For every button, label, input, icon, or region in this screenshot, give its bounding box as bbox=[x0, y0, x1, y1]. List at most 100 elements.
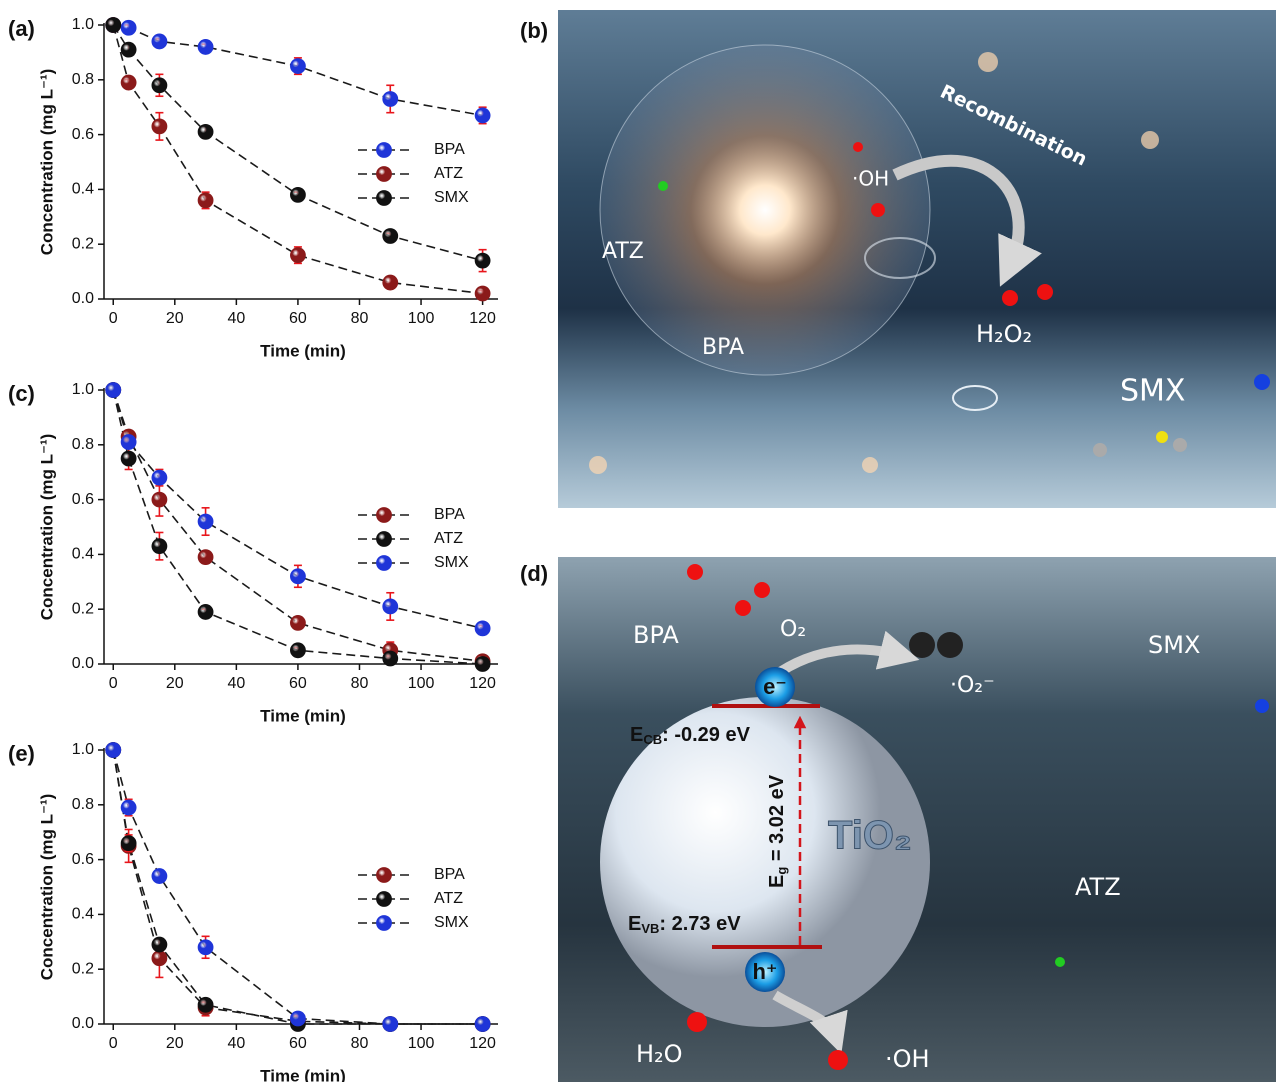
atom bbox=[687, 564, 703, 580]
label-tio2: TiO₂ bbox=[828, 814, 912, 858]
data-point bbox=[383, 228, 398, 243]
data-point bbox=[106, 743, 121, 758]
series-line bbox=[113, 750, 482, 1024]
atom bbox=[735, 600, 751, 616]
y-tick-label: 0.4 bbox=[72, 546, 94, 563]
x-tick-label: 80 bbox=[351, 310, 369, 327]
series-line bbox=[113, 750, 482, 1024]
y-tick-label: 0.2 bbox=[72, 235, 94, 252]
panel-label: (c) bbox=[8, 381, 35, 406]
x-tick-label: 60 bbox=[289, 675, 307, 692]
y-tick-label: 0.4 bbox=[72, 181, 94, 198]
label-atz: ATZ bbox=[602, 239, 644, 264]
figure: (b) ATZ ·OH Recombination H₂O₂ BPA SMX (… bbox=[0, 0, 1276, 1082]
legend-label: ATZ bbox=[434, 530, 463, 547]
data-point bbox=[121, 836, 136, 851]
x-tick-label: 40 bbox=[227, 675, 245, 692]
x-tick-label: 100 bbox=[408, 310, 435, 327]
data-point bbox=[152, 78, 167, 93]
light bbox=[589, 456, 607, 474]
atom bbox=[1055, 957, 1065, 967]
charts: (a) 0.0 0.2 0.4 0.6 0.8 1.0 0 20 40 60 80 100 120 Time… bbox=[8, 16, 498, 1082]
x-tick-label: 100 bbox=[408, 675, 435, 692]
label-electron: e⁻ bbox=[763, 674, 787, 699]
data-point bbox=[198, 550, 213, 565]
data-point bbox=[121, 75, 136, 90]
y-tick-label: 1.0 bbox=[72, 741, 94, 758]
series-line bbox=[113, 390, 482, 628]
y-tick-label: 0.8 bbox=[72, 796, 94, 813]
panel-label: (a) bbox=[8, 16, 35, 41]
subscript: g bbox=[774, 867, 789, 875]
atom bbox=[658, 181, 668, 191]
illustration-d: (d) BPA O₂ SMX e⁻ ·O₂⁻ ECB: -0.29 eV Eg … bbox=[520, 557, 1276, 1082]
data-point bbox=[121, 451, 136, 466]
light bbox=[978, 52, 998, 72]
data-point bbox=[152, 119, 167, 134]
legend-marker bbox=[377, 892, 392, 907]
value: : -0.29 eV bbox=[662, 724, 750, 746]
legend-label: BPA bbox=[434, 141, 465, 158]
label-smx: SMX bbox=[1120, 374, 1185, 409]
y-tick-label: 1.0 bbox=[72, 381, 94, 398]
data-point bbox=[198, 193, 213, 208]
y-tick-label: 1.0 bbox=[72, 16, 94, 33]
light bbox=[1141, 131, 1159, 149]
x-tick-label: 60 bbox=[289, 1035, 307, 1052]
atom bbox=[1255, 699, 1269, 713]
data-point bbox=[475, 657, 490, 672]
x-tick-label: 40 bbox=[227, 1035, 245, 1052]
data-point bbox=[152, 492, 167, 507]
x-tick-label: 120 bbox=[469, 675, 496, 692]
x-tick-label: 120 bbox=[469, 310, 496, 327]
label-h2o: H₂O bbox=[636, 1040, 683, 1068]
data-point bbox=[475, 253, 490, 268]
panel-label: (e) bbox=[8, 741, 35, 766]
y-tick-label: 0.6 bbox=[72, 491, 94, 508]
data-point bbox=[121, 20, 136, 35]
panel-label: (d) bbox=[520, 561, 548, 586]
value: = 3.02 eV bbox=[766, 774, 788, 866]
x-tick-label: 20 bbox=[166, 675, 184, 692]
label-oh: ·OH bbox=[852, 167, 889, 191]
label-bpa: BPA bbox=[702, 335, 744, 360]
label-o2: O₂ bbox=[780, 617, 806, 642]
data-point bbox=[383, 1017, 398, 1032]
value: : 2.73 eV bbox=[659, 913, 741, 935]
symbol: E bbox=[630, 724, 643, 746]
atom bbox=[687, 1012, 707, 1032]
legend-label: BPA bbox=[434, 506, 465, 523]
legend-marker bbox=[377, 556, 392, 571]
oh-radical bbox=[871, 203, 885, 217]
label-h2o2: H₂O₂ bbox=[976, 320, 1032, 348]
legend-marker bbox=[377, 508, 392, 523]
data-point bbox=[290, 59, 305, 74]
atom bbox=[828, 1050, 848, 1070]
data-point bbox=[198, 39, 213, 54]
label-smx: SMX bbox=[1148, 631, 1200, 659]
x-tick-label: 0 bbox=[109, 310, 118, 327]
y-tick-label: 0.6 bbox=[72, 851, 94, 868]
atom bbox=[1002, 290, 1018, 306]
atom bbox=[1156, 431, 1168, 443]
data-point bbox=[121, 435, 136, 450]
x-axis-label: Time (min) bbox=[260, 341, 346, 360]
y-axis-label: Concentration (mg L⁻¹) bbox=[37, 69, 56, 256]
legend-marker bbox=[377, 532, 392, 547]
series-line bbox=[113, 750, 482, 1024]
data-point bbox=[290, 187, 305, 202]
atom bbox=[754, 582, 770, 598]
data-point bbox=[152, 937, 167, 952]
data-point bbox=[383, 651, 398, 666]
data-point bbox=[121, 800, 136, 815]
data-point bbox=[121, 42, 136, 57]
data-point bbox=[290, 615, 305, 630]
data-point bbox=[475, 286, 490, 301]
x-tick-label: 0 bbox=[109, 1035, 118, 1052]
y-tick-label: 0.0 bbox=[72, 1015, 94, 1032]
data-point bbox=[475, 1017, 490, 1032]
subscript: CB bbox=[643, 732, 662, 747]
data-point bbox=[383, 275, 398, 290]
data-point bbox=[198, 124, 213, 139]
atom bbox=[1254, 374, 1270, 390]
